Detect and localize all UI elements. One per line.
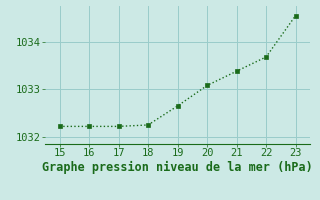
X-axis label: Graphe pression niveau de la mer (hPa): Graphe pression niveau de la mer (hPa) [42,161,313,174]
